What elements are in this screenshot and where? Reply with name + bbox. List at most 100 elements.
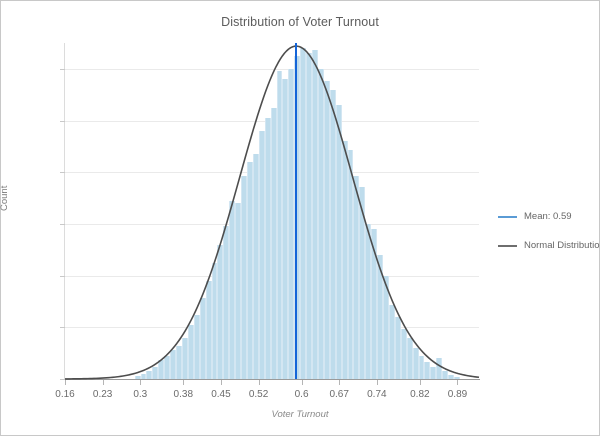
- x-tick-label: 0.82: [410, 389, 430, 400]
- legend-item-normal-distribution[interactable]: Normal Distribution: [498, 240, 600, 251]
- chart-legend: Mean: 0.59 Normal Distribution: [498, 211, 600, 269]
- histogram-bar: [453, 376, 460, 379]
- legend-swatch-mean: [498, 215, 517, 218]
- histogram-bar: [246, 161, 253, 379]
- legend-item-mean[interactable]: Mean: 0.59: [498, 211, 598, 222]
- histogram-bar: [377, 254, 384, 379]
- histogram-bar: [294, 56, 301, 379]
- histogram-bar: [442, 370, 449, 379]
- chart-title: Distribution of Voter Turnout: [221, 15, 379, 29]
- x-tick-label: 0.89: [447, 389, 468, 400]
- histogram-bar: [223, 226, 230, 379]
- histogram-bar: [436, 358, 443, 379]
- histogram-bar: [430, 366, 437, 379]
- x-tick-mark: [140, 380, 142, 385]
- histogram-bar: [252, 153, 259, 379]
- y-tick-mark: [60, 120, 65, 122]
- histogram-bar: [158, 360, 165, 379]
- histogram-bar: [241, 176, 247, 379]
- histogram-bar: [146, 370, 153, 379]
- x-tick-label: 0.3: [133, 389, 148, 400]
- x-tick-mark: [339, 380, 341, 385]
- histogram-bar: [335, 105, 342, 379]
- histogram-bar: [264, 118, 271, 379]
- legend-swatch-normal-distribution: [498, 244, 517, 247]
- histogram-bar: [365, 223, 372, 379]
- y-tick-mark: [60, 223, 65, 225]
- x-tick-mark: [65, 380, 66, 385]
- histogram-bar: [306, 53, 313, 379]
- x-tick-label: 0.38: [173, 389, 194, 400]
- histogram-bar: [353, 176, 360, 379]
- x-tick-mark: [220, 380, 222, 385]
- histogram-bar: [181, 337, 188, 379]
- histogram-bar: [187, 325, 194, 379]
- legend-label-normal-distribution: Normal Distribution: [524, 240, 600, 251]
- histogram-bar: [193, 314, 200, 379]
- histogram-bar: [394, 316, 401, 379]
- histogram-bar: [276, 70, 283, 379]
- histogram-bar: [412, 348, 419, 379]
- histogram-bar: [282, 79, 289, 379]
- plot-area: [64, 43, 480, 380]
- x-tick-mark: [301, 380, 303, 385]
- x-tick-label: 0.6: [294, 389, 309, 400]
- histogram-bar: [199, 298, 206, 379]
- y-axis-line: [64, 43, 65, 380]
- histogram-bar: [388, 304, 395, 379]
- x-axis-line: [65, 379, 480, 380]
- y-tick-mark: [60, 172, 65, 174]
- x-tick-label: 0.74: [367, 389, 387, 400]
- histogram-bar: [418, 356, 425, 379]
- legend-label-mean: Mean: 0.59: [524, 211, 572, 222]
- histogram-bar: [371, 229, 378, 379]
- y-tick-mark: [60, 327, 65, 329]
- histogram-bar: [347, 149, 354, 379]
- y-tick-mark: [60, 68, 65, 70]
- histogram-bar: [217, 244, 224, 379]
- histogram-bar: [448, 374, 454, 379]
- histogram-bar: [170, 350, 177, 379]
- gridline: [65, 68, 479, 70]
- histogram-bar: [205, 280, 212, 379]
- normal-distribution-curve: [64, 45, 480, 380]
- histogram-bar: [164, 356, 171, 379]
- x-tick-label: 0.52: [248, 389, 269, 400]
- x-tick-mark: [183, 380, 185, 385]
- histogram-bar: [312, 50, 318, 379]
- histogram-bar: [329, 89, 336, 379]
- x-tick-mark: [102, 380, 104, 385]
- histogram-bar: [317, 68, 324, 379]
- x-tick-label: 0.23: [92, 389, 113, 400]
- x-axis-title: Voter Turnout: [271, 409, 329, 420]
- histogram-bar: [288, 68, 295, 379]
- histogram-bar: [134, 375, 141, 379]
- x-tick-label: 0.16: [55, 389, 75, 400]
- histogram-bar: [235, 203, 242, 379]
- histogram-bar: [140, 373, 147, 379]
- histogram-bar: [341, 141, 348, 379]
- histogram-bar: [406, 337, 413, 379]
- mean-vertical-line: [295, 43, 298, 379]
- histogram-bar: [176, 345, 182, 379]
- histogram-bar: [424, 362, 431, 379]
- histogram-bar: [300, 48, 307, 379]
- histogram-bar: [270, 108, 277, 379]
- histogram-bar: [383, 275, 389, 379]
- histogram-bar: [152, 366, 159, 379]
- y-tick-mark: [60, 275, 65, 277]
- histogram-bar: [211, 263, 218, 379]
- y-axis-title: Count: [0, 185, 10, 211]
- x-tick-mark: [457, 380, 459, 385]
- y-tick-mark: [60, 379, 65, 380]
- histogram-bar: [229, 201, 236, 379]
- histogram-bar: [323, 81, 330, 379]
- x-tick-mark: [376, 380, 378, 385]
- x-tick-label: 0.67: [329, 389, 349, 400]
- x-tick-label: 0.45: [211, 389, 231, 400]
- histogram-bar: [400, 329, 407, 379]
- x-tick-mark: [258, 380, 260, 385]
- histogram-bar: [258, 130, 265, 379]
- histogram-bar: [359, 186, 366, 379]
